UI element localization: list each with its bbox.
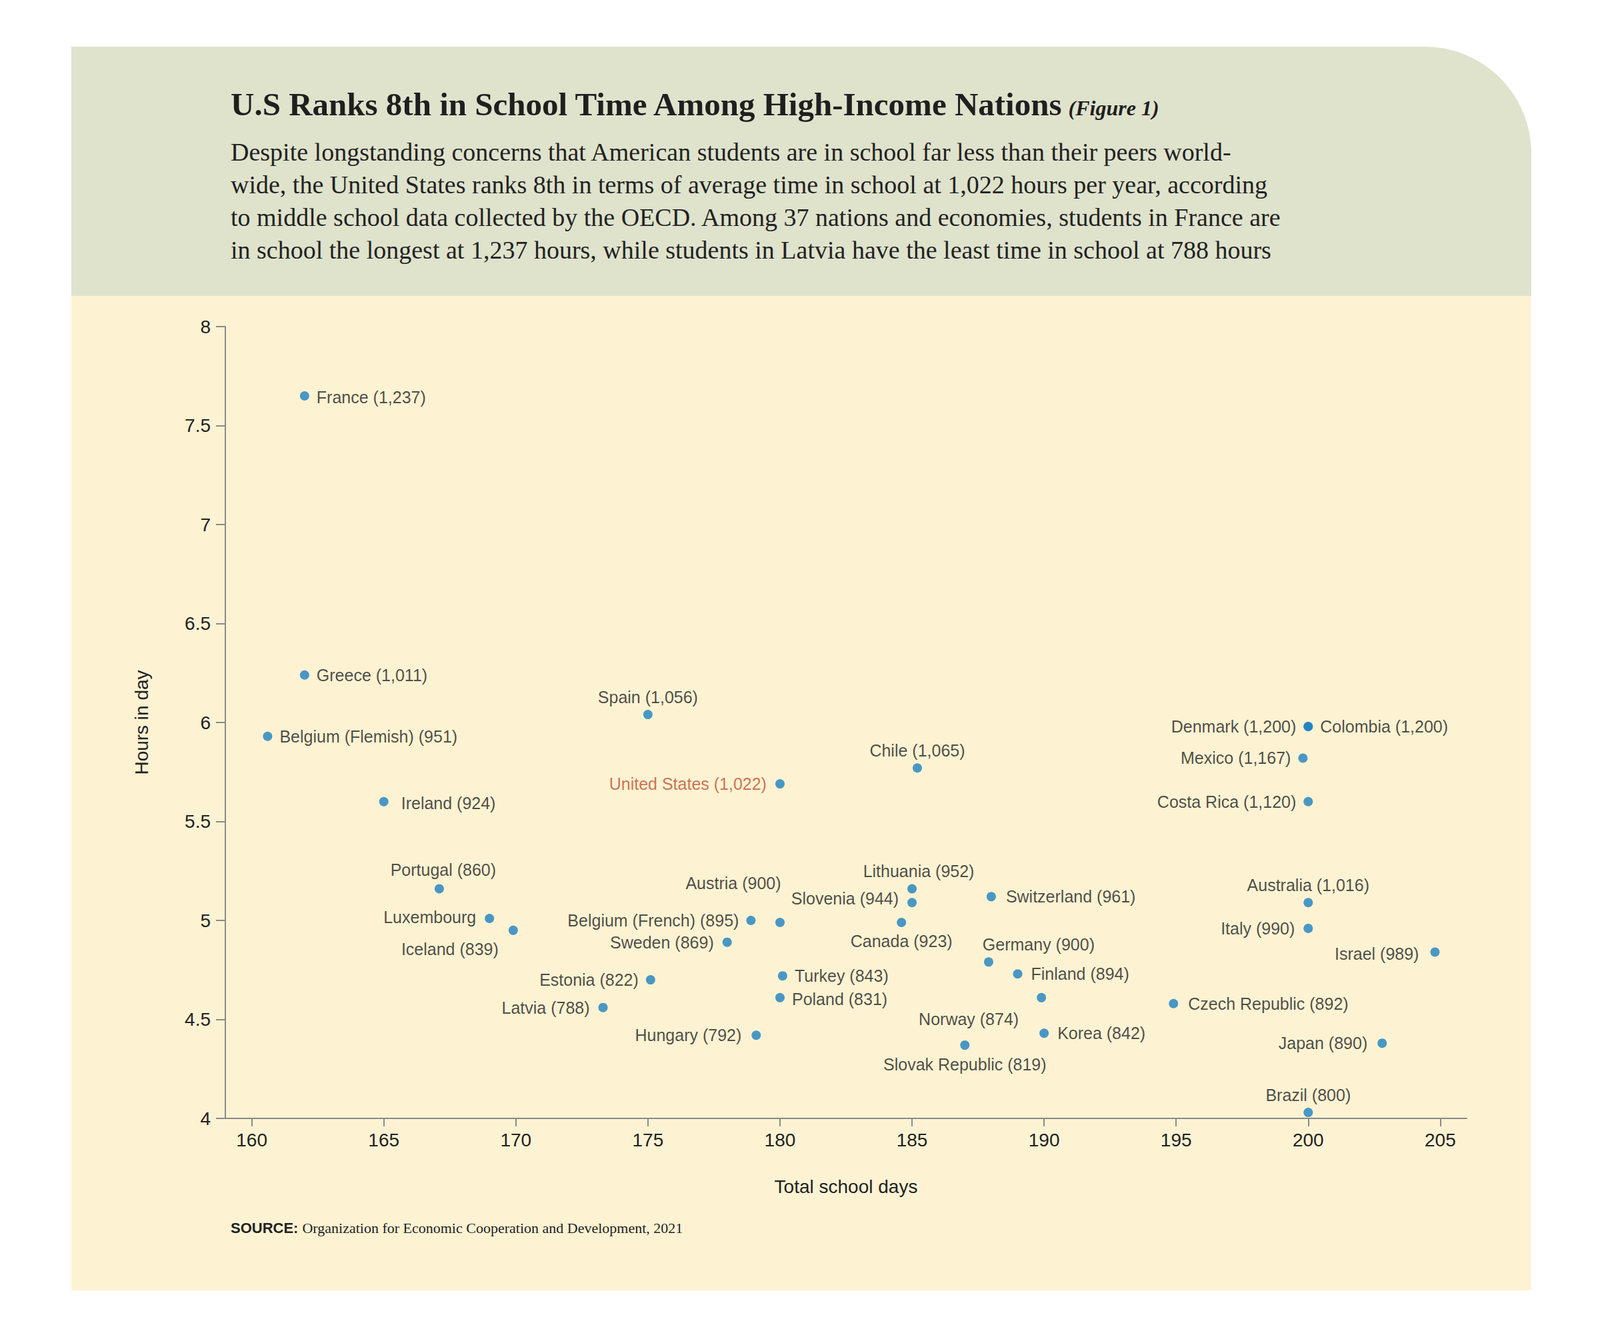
svg-text:Denmark (1,200): Denmark (1,200) [1171,717,1297,736]
svg-text:Turkey (843): Turkey (843) [794,966,889,986]
svg-text:Portugal (860): Portugal (860) [390,860,496,880]
svg-text:Belgium (French) (895): Belgium (French) (895) [567,911,739,930]
svg-text:Norway (874): Norway (874) [918,1010,1019,1029]
svg-text:165: 165 [368,1130,400,1151]
svg-text:Brazil (800): Brazil (800) [1265,1086,1351,1105]
svg-text:Luxembourg: Luxembourg [383,908,476,927]
svg-text:7.5: 7.5 [184,415,211,436]
svg-text:Spain (1,056): Spain (1,056) [598,688,698,707]
svg-text:6.5: 6.5 [184,613,211,634]
svg-text:175: 175 [632,1130,664,1151]
svg-text:185: 185 [896,1130,928,1151]
svg-text:Switzerland (961): Switzerland (961) [1006,887,1136,906]
svg-text:4: 4 [200,1108,211,1130]
svg-text:205: 205 [1424,1130,1456,1151]
svg-text:Hungary (792): Hungary (792) [634,1026,742,1045]
svg-text:United States (1,022): United States (1,022) [609,774,767,794]
svg-text:Hours in day: Hours in day [131,670,152,775]
svg-text:Japan (890): Japan (890) [1278,1034,1368,1053]
svg-text:160: 160 [236,1130,268,1151]
svg-text:Austria (900): Austria (900) [685,874,781,893]
svg-text:4.5: 4.5 [184,1009,211,1030]
svg-text:Mexico (1,167): Mexico (1,167) [1180,748,1291,768]
svg-text:8: 8 [200,316,211,338]
svg-text:170: 170 [500,1130,532,1151]
svg-text:Greece (1,011): Greece (1,011) [316,666,428,685]
svg-text:Australia (1,016): Australia (1,016) [1247,876,1370,895]
svg-text:Ireland (924): Ireland (924) [401,794,496,813]
svg-text:Slovak Republic (819): Slovak Republic (819) [883,1055,1047,1074]
html-text:Despite longstanding concerns: Despite longstanding concerns that Ameri… [230,138,1281,264]
svg-text:Poland (831): Poland (831) [792,990,888,1009]
svg-text:Finland (894): Finland (894) [1031,964,1130,984]
svg-text:Italy (990): Italy (990) [1220,919,1295,938]
svg-text:200: 200 [1292,1130,1324,1151]
svg-text:190: 190 [1028,1130,1060,1151]
svg-text:Colombia (1,200): Colombia (1,200) [1320,717,1448,736]
svg-text:Costa Rica (1,120): Costa Rica (1,120) [1157,792,1296,812]
html-text:U.S Ranks 8th in School Time A: U.S Ranks 8th in School Time Among High-… [230,86,1160,123]
svg-text:Germany (900): Germany (900) [982,935,1095,954]
svg-text:Total school days: Total school days [774,1176,918,1198]
svg-text:Belgium (Flemish) (951): Belgium (Flemish) (951) [279,727,458,746]
svg-text:Czech Republic (892): Czech Republic (892) [1188,994,1348,1014]
svg-text:Korea (842): Korea (842) [1057,1024,1146,1043]
svg-text:195: 195 [1160,1130,1192,1151]
svg-text:5: 5 [200,910,211,932]
svg-text:Lithuania (952): Lithuania (952) [863,862,975,881]
svg-text:Chile (1,065): Chile (1,065) [869,741,965,760]
svg-text:Iceland (839): Iceland (839) [401,940,499,959]
svg-text:7: 7 [200,514,211,536]
svg-text:180: 180 [764,1130,796,1151]
svg-text:6: 6 [200,712,211,734]
svg-text:5.5: 5.5 [184,811,211,832]
svg-text:Canada (923): Canada (923) [850,932,953,951]
svg-text:Latvia (788): Latvia (788) [501,998,590,1018]
html-text:SOURCE: Organization for Econo: SOURCE: Organization for Economic Cooper… [230,1220,683,1237]
svg-text:Estonia (822): Estonia (822) [539,970,639,990]
svg-text:Slovenia (944): Slovenia (944) [791,889,899,908]
svg-text:France (1,237): France (1,237) [316,388,426,407]
svg-text:Israel (989): Israel (989) [1334,944,1419,964]
svg-text:Sweden (869): Sweden (869) [610,933,714,952]
